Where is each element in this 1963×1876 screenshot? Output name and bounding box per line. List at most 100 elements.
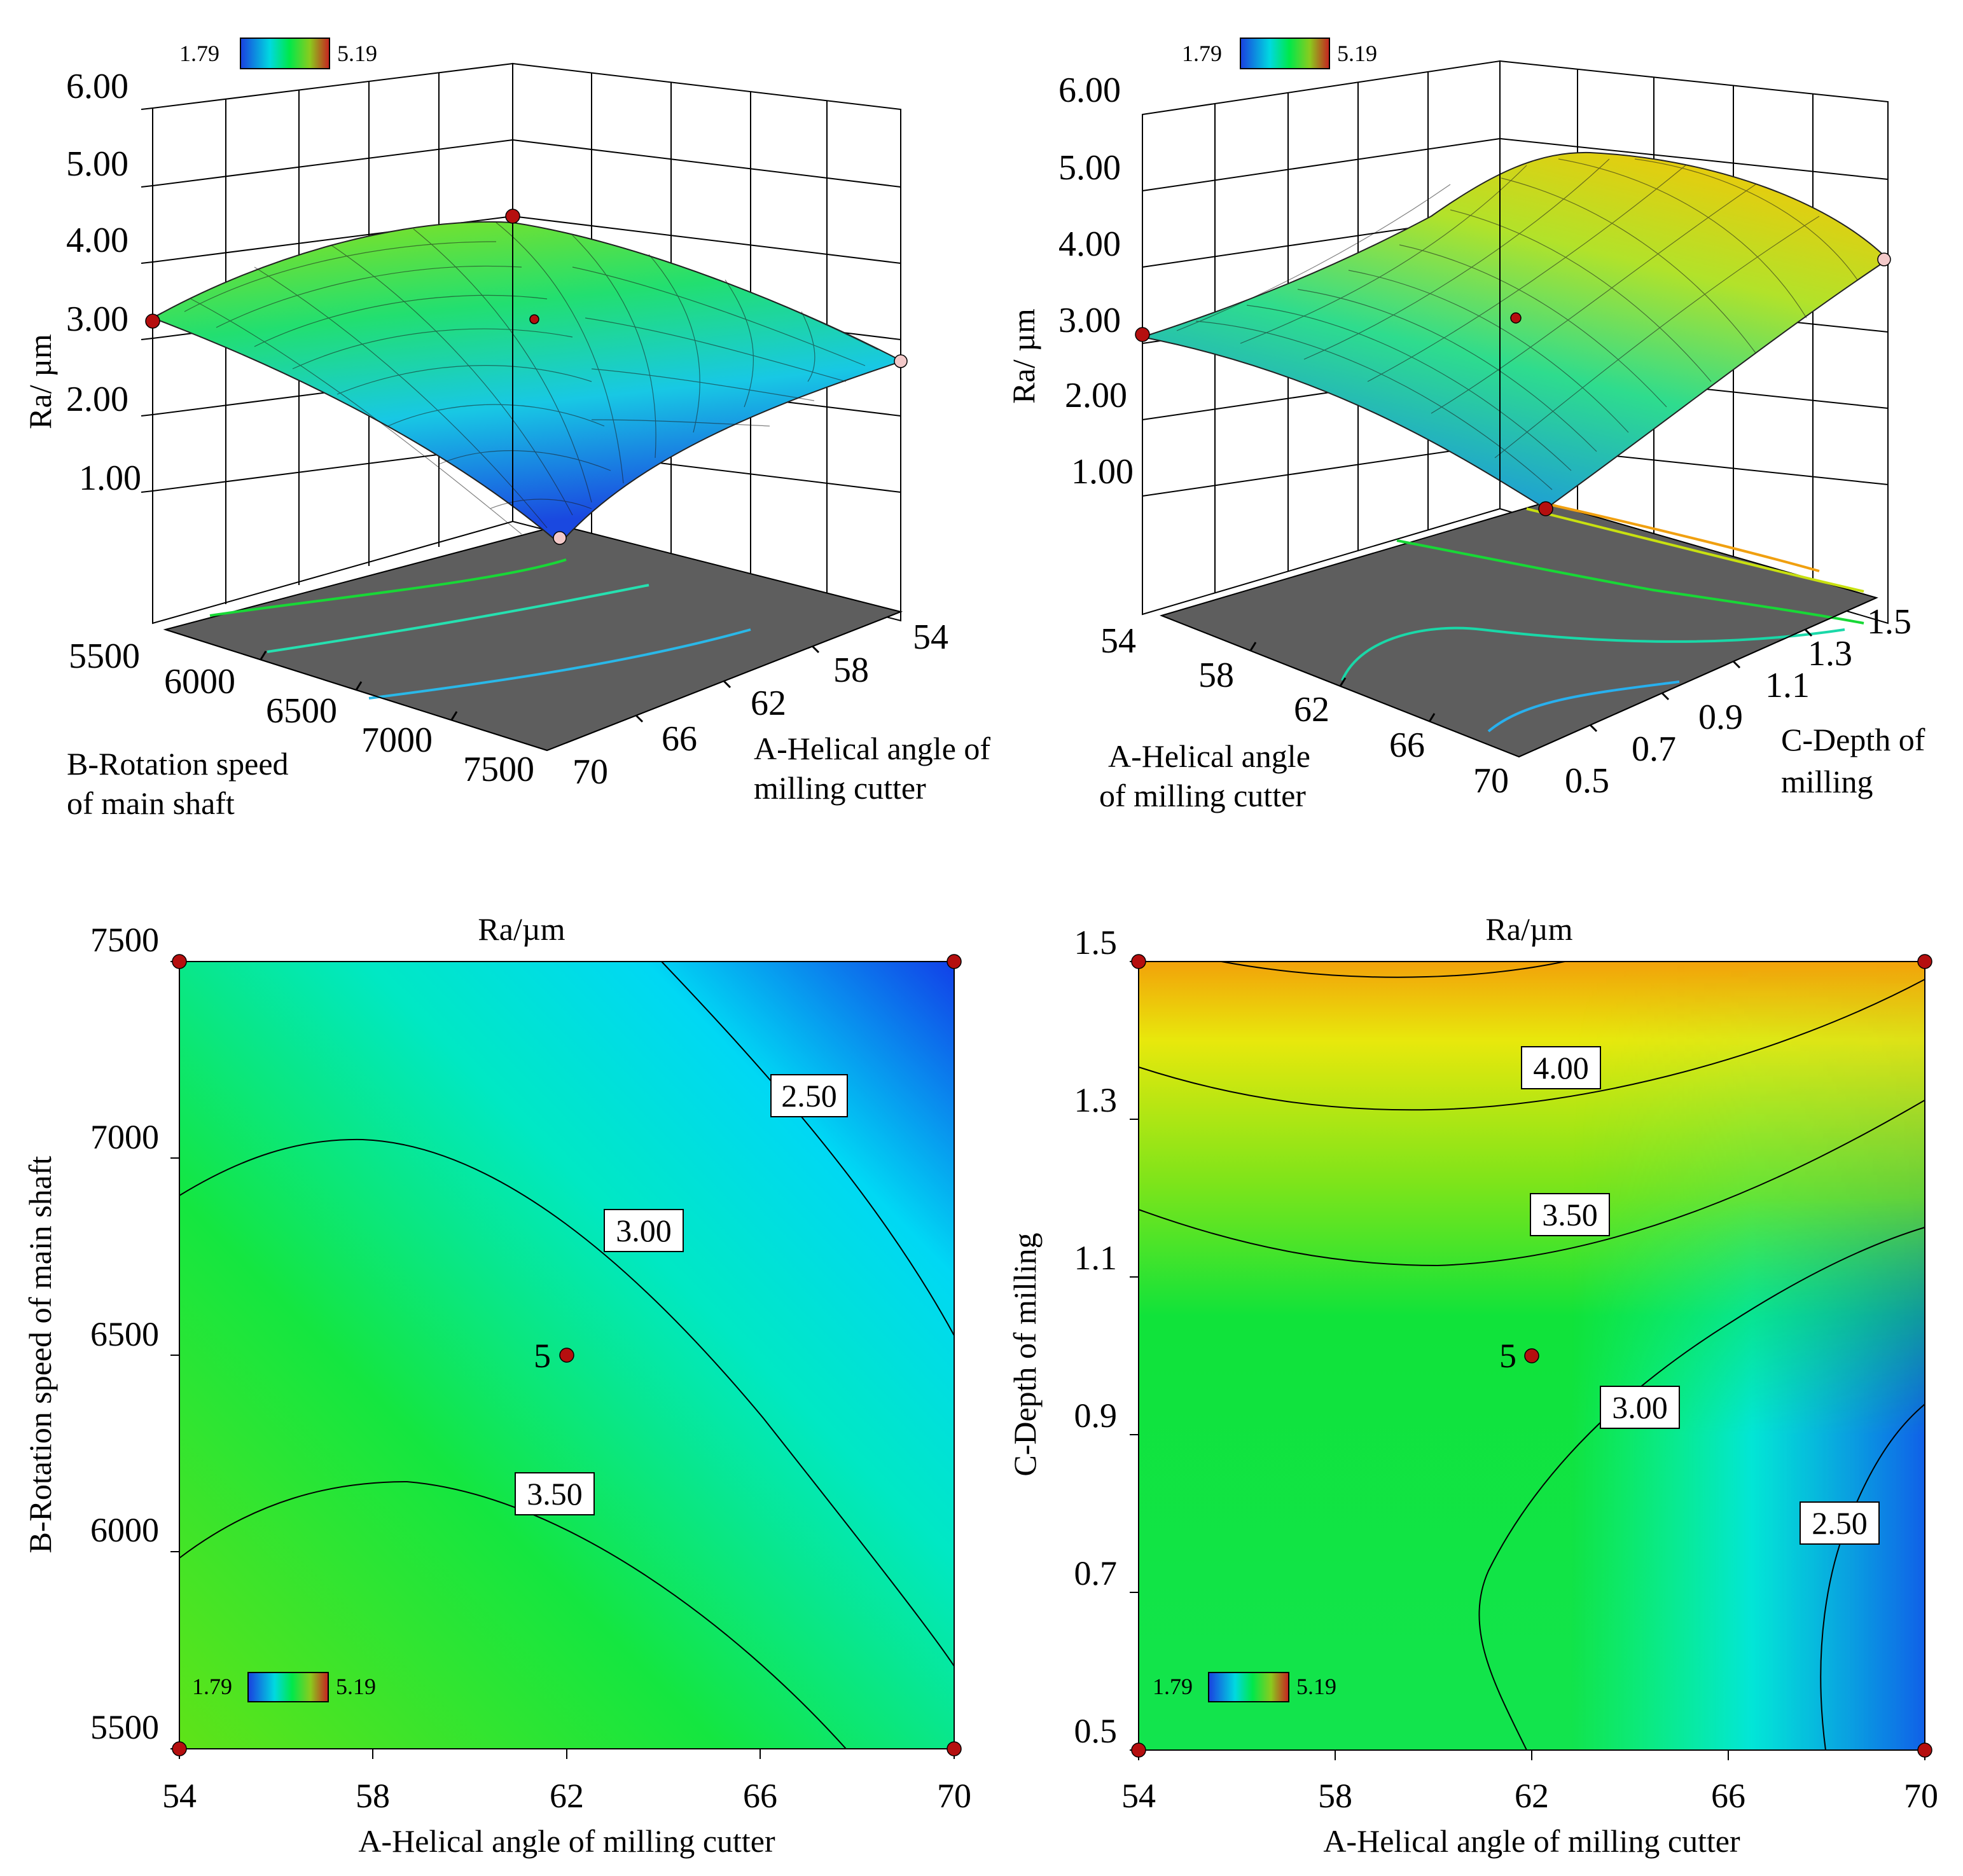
legend-max-label: 5.19 [337, 41, 377, 66]
design-point [947, 1741, 962, 1756]
b-tick-5500: 5500 [69, 637, 140, 676]
contour-line-4.50 [1221, 961, 1565, 978]
legend-min-label: 1.79 [192, 1674, 232, 1699]
z-tick-2: 2.00 [66, 380, 128, 419]
contour-label-text: 3.00 [616, 1213, 672, 1248]
contour-line-3.50 [179, 1480, 847, 1749]
legend-min-label: 1.79 [1153, 1674, 1193, 1699]
a-tick-66: 66 [1389, 726, 1425, 765]
c-tick-0.9: 0.9 [1698, 698, 1743, 737]
y-tick-7500: 7500 [90, 921, 159, 959]
y-tick-1.1: 1.1 [1074, 1239, 1118, 1277]
contour-labels: 2.50 3.00 3.50 [515, 1074, 848, 1515]
legend-bottom-left: 1.79 5.19 [192, 1672, 376, 1702]
design-point [145, 314, 160, 329]
z-tick-5: 5.00 [1058, 148, 1121, 188]
legend-min-label: 1.79 [179, 41, 219, 66]
contour-label-2.50: 2.50 [1800, 1501, 1880, 1545]
design-points-tr [1135, 252, 1891, 516]
x-axis-label: A-Helical angle of milling cutter [1323, 1823, 1740, 1859]
z-axis: 6.00 5.00 4.00 3.00 2.00 1.00 Ra/ µm [22, 67, 153, 498]
y-axis-a: 70 66 62 58 54 A-Helical angle of millin… [546, 611, 990, 806]
contour-line-3.00 [1478, 1227, 1925, 1751]
a-tick-62: 62 [1294, 690, 1329, 729]
b-tick-6000: 6000 [164, 662, 235, 701]
x-tick-70: 70 [1904, 1777, 1938, 1815]
y-axis: 7500 7000 6500 6000 5500 B-Rotation spee… [22, 921, 180, 1749]
contour-line-4.00 [1138, 979, 1925, 1111]
a-axis-label-line1: A-Helical angle [1108, 738, 1310, 774]
c-axis-label-line2: milling [1781, 764, 1873, 799]
panel-bottom-right: Ra/µm 4.00 3.50 3.00 2. [1007, 911, 1938, 1859]
b-tick-7500: 7500 [463, 750, 534, 789]
design-point [529, 314, 539, 324]
contour-label-text: 2.50 [781, 1078, 837, 1114]
a-tick-58: 58 [1198, 656, 1234, 695]
center-point-label: 5 [1499, 1337, 1516, 1375]
y-tick-5500: 5500 [90, 1708, 159, 1746]
a-tick-54: 54 [913, 617, 948, 657]
a-tick-70: 70 [1473, 761, 1509, 801]
x-tick-62: 62 [550, 1777, 584, 1815]
design-point [1538, 501, 1553, 516]
contour-line-2.50 [661, 961, 955, 1336]
floor-contours [1341, 502, 1864, 733]
design-point [1131, 954, 1146, 969]
x-axis-b: 5500 6000 6500 7000 7500 B-Rotation spee… [67, 629, 548, 821]
contour-label-text: 3.50 [1542, 1197, 1598, 1232]
z-tick-1: 1.00 [79, 459, 141, 498]
contour-label-text: 4.00 [1533, 1050, 1589, 1086]
center-point [559, 1348, 574, 1363]
response-surface [1140, 151, 1889, 510]
y-tick-0.9: 0.9 [1074, 1397, 1118, 1435]
z-tick-4: 4.00 [66, 221, 128, 260]
contour-label-3.50: 3.50 [515, 1472, 595, 1515]
x-axis-label: A-Helical angle of milling cutter [358, 1823, 775, 1859]
y-tick-6500: 6500 [90, 1315, 159, 1353]
legend-max-label: 5.19 [1296, 1674, 1336, 1699]
legend-max-label: 5.19 [336, 1674, 376, 1699]
floor-contours [209, 558, 751, 700]
contour-label-3.00: 3.00 [604, 1209, 684, 1252]
z-axis-label: Ra/ µm [1006, 308, 1041, 404]
design-point [1510, 312, 1522, 324]
legend-top-right: 1.79 5.19 [1182, 38, 1377, 69]
design-point [1877, 252, 1891, 266]
z-axis: 6.00 5.00 4.00 3.00 2.00 1.00 Ra/ µm [1006, 71, 1134, 492]
z-tick-4: 4.00 [1058, 224, 1121, 264]
response-surface [151, 221, 904, 545]
y-tick-7000: 7000 [90, 1118, 159, 1156]
legend-colorbar [247, 1672, 329, 1702]
x-tick-66: 66 [743, 1777, 777, 1815]
y-axis: 1.5 1.3 1.1 0.9 0.7 0.5 C-Depth of milli… [1007, 923, 1139, 1751]
a-tick-66: 66 [662, 719, 697, 759]
z-axis-label: Ra/ µm [22, 334, 58, 429]
b-tick-7000: 7000 [361, 721, 433, 760]
z-tick-3: 3.00 [1058, 301, 1121, 340]
c-tick-1.3: 1.3 [1808, 634, 1852, 673]
design-point [172, 954, 187, 969]
design-point [553, 531, 567, 545]
y-tick-6000: 6000 [90, 1511, 159, 1549]
a-axis-label-line2: milling cutter [754, 770, 926, 806]
c-tick-0.5: 0.5 [1565, 761, 1609, 801]
c-tick-1.1: 1.1 [1765, 666, 1810, 705]
design-point [1135, 327, 1150, 342]
contour-label-2.50: 2.50 [770, 1074, 848, 1117]
panel-top-right: 1.79 5.19 [1006, 38, 1925, 813]
panel-top-left: 1.79 5.19 [22, 38, 990, 821]
x-tick-54: 54 [162, 1777, 197, 1815]
contour-title: Ra/µm [1485, 911, 1572, 947]
design-points-bl [172, 954, 962, 1756]
legend-bottom-right: 1.79 5.19 [1153, 1672, 1336, 1702]
design-point [894, 354, 908, 368]
contour-lines [1138, 961, 1925, 1751]
contour-label-4.00: 4.00 [1521, 1046, 1601, 1089]
center-point [1524, 1348, 1539, 1363]
b-tick-6500: 6500 [266, 691, 337, 731]
b-axis-label-line1: B-Rotation speed [67, 746, 289, 782]
contour-label-3.50: 3.50 [1530, 1193, 1610, 1236]
front-edges [1142, 61, 1889, 623]
contour-title: Ra/µm [478, 911, 565, 947]
design-point [1917, 1742, 1932, 1758]
